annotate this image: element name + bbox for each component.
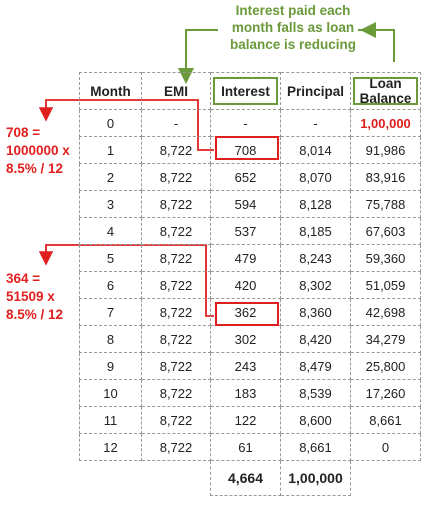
- table-row: 11 8,722 122 8,600 8,661: [79, 406, 421, 434]
- table-row: 10 8,722 183 8,539 17,260: [79, 379, 421, 407]
- cell-interest: 122: [210, 406, 281, 434]
- cell-emi: 8,722: [141, 217, 211, 245]
- cell-month: 9: [79, 352, 142, 380]
- table-row: 6 8,722 420 8,302 51,059: [79, 271, 421, 299]
- cell-principal: 8,128: [280, 190, 351, 218]
- column-highlight-interest: [213, 77, 278, 105]
- cell-emi: 8,722: [141, 190, 211, 218]
- cell-principal: 8,661: [280, 433, 351, 461]
- cell-emi: 8,722: [141, 325, 211, 353]
- amortization-table: Month EMI Interest Principal Loan Balance 0-…: [79, 72, 421, 496]
- cell-loan-balance: 67,603: [350, 217, 421, 245]
- cell-interest: 183: [210, 379, 281, 407]
- column-header-month: Month: [79, 72, 142, 110]
- month1-interest-highlight: [215, 136, 279, 160]
- cell-loan-balance: 25,800: [350, 352, 421, 380]
- cell-month: 10: [79, 379, 142, 407]
- cell-month: 2: [79, 163, 142, 191]
- cell-loan-balance: 83,916: [350, 163, 421, 191]
- cell-principal: 8,539: [280, 379, 351, 407]
- cell-loan-balance: 1,00,000: [350, 109, 421, 137]
- interest-trend-note: Interest paid each month falls as loan b…: [229, 3, 357, 52]
- cell-principal: 8,360: [280, 298, 351, 326]
- cell-interest: 594: [210, 190, 281, 218]
- cell-emi: -: [141, 109, 211, 137]
- cell-interest: 420: [210, 271, 281, 299]
- table-header-row: Month EMI Interest Principal Loan Balance: [79, 72, 421, 110]
- cell-emi: 8,722: [141, 352, 211, 380]
- table-row: 7 8,722 362 8,360 42,698: [79, 298, 421, 326]
- cell-loan-balance: 51,059: [350, 271, 421, 299]
- cell-month: 8: [79, 325, 142, 353]
- cell-loan-balance: 8,661: [350, 406, 421, 434]
- total-month: [80, 461, 142, 496]
- cell-emi: 8,722: [141, 244, 211, 272]
- column-header-interest: Interest: [210, 72, 281, 110]
- cell-loan-balance: 17,260: [350, 379, 421, 407]
- column-header-loan-balance: Loan Balance: [350, 72, 421, 110]
- cell-loan-balance: 0: [350, 433, 421, 461]
- month1-interest-formula: 708 = 1000000 x 8.5% / 12: [6, 125, 70, 176]
- cell-principal: 8,479: [280, 352, 351, 380]
- cell-emi: 8,722: [141, 271, 211, 299]
- cell-month: 1: [79, 136, 142, 164]
- table-row: 12 8,722 61 8,661 0: [79, 433, 421, 461]
- cell-interest: 652: [210, 163, 281, 191]
- cell-loan-balance: 42,698: [350, 298, 421, 326]
- total-principal: 1,00,000: [280, 460, 351, 496]
- cell-month: 11: [79, 406, 142, 434]
- table-row: 4 8,722 537 8,185 67,603: [79, 217, 421, 245]
- green-arrow-to-balance: [358, 29, 395, 62]
- cell-principal: 8,243: [280, 244, 351, 272]
- table-row: 5 8,722 479 8,243 59,360: [79, 244, 421, 272]
- cell-month: 3: [79, 190, 142, 218]
- table-row: 2 8,722 652 8,070 83,916: [79, 163, 421, 191]
- cell-month: 7: [79, 298, 142, 326]
- cell-emi: 8,722: [141, 433, 211, 461]
- cell-principal: 8,600: [280, 406, 351, 434]
- table-row: 9 8,722 243 8,479 25,800: [79, 352, 421, 380]
- table-row: 3 8,722 594 8,128 75,788: [79, 190, 421, 218]
- table-row: 8 8,722 302 8,420 34,279: [79, 325, 421, 353]
- cell-principal: 8,070: [280, 163, 351, 191]
- cell-interest: 302: [210, 325, 281, 353]
- cell-interest: 243: [210, 352, 281, 380]
- green-arrow-to-interest: [178, 29, 218, 84]
- cell-interest: -: [210, 109, 281, 137]
- cell-emi: 8,722: [141, 379, 211, 407]
- cell-month: 0: [79, 109, 142, 137]
- cell-month: 6: [79, 271, 142, 299]
- cell-interest: 537: [210, 217, 281, 245]
- column-highlight-loan-balance: [353, 77, 418, 105]
- amortization-table-wrapper: Month EMI Interest Principal Loan Balance 0-…: [79, 72, 421, 496]
- cell-interest: 479: [210, 244, 281, 272]
- cell-month: 12: [79, 433, 142, 461]
- cell-emi: 8,722: [141, 406, 211, 434]
- cell-month: 5: [79, 244, 142, 272]
- cell-loan-balance: 59,360: [350, 244, 421, 272]
- cell-month: 4: [79, 217, 142, 245]
- cell-emi: 8,722: [141, 163, 211, 191]
- cell-principal: 8,185: [280, 217, 351, 245]
- total-emi: [142, 461, 211, 496]
- column-header-emi: EMI: [141, 72, 211, 110]
- cell-loan-balance: 75,788: [350, 190, 421, 218]
- cell-loan-balance: 91,986: [350, 136, 421, 164]
- cell-principal: 8,302: [280, 271, 351, 299]
- table-row: 0- - -1,00,000: [79, 109, 421, 137]
- cell-emi: 8,722: [141, 298, 211, 326]
- cell-loan-balance: 34,279: [350, 325, 421, 353]
- total-loan-balance: [351, 461, 421, 496]
- month7-interest-highlight: [215, 302, 279, 326]
- cell-interest: 61: [210, 433, 281, 461]
- cell-principal: -: [280, 109, 351, 137]
- cell-emi: 8,722: [141, 136, 211, 164]
- month7-interest-formula: 364 = 51509 x 8.5% / 12: [6, 271, 64, 322]
- total-interest: 4,664: [210, 460, 281, 496]
- cell-principal: 8,420: [280, 325, 351, 353]
- column-header-principal: Principal: [280, 72, 351, 110]
- totals-row: 4,664 1,00,000: [80, 460, 421, 496]
- cell-principal: 8,014: [280, 136, 351, 164]
